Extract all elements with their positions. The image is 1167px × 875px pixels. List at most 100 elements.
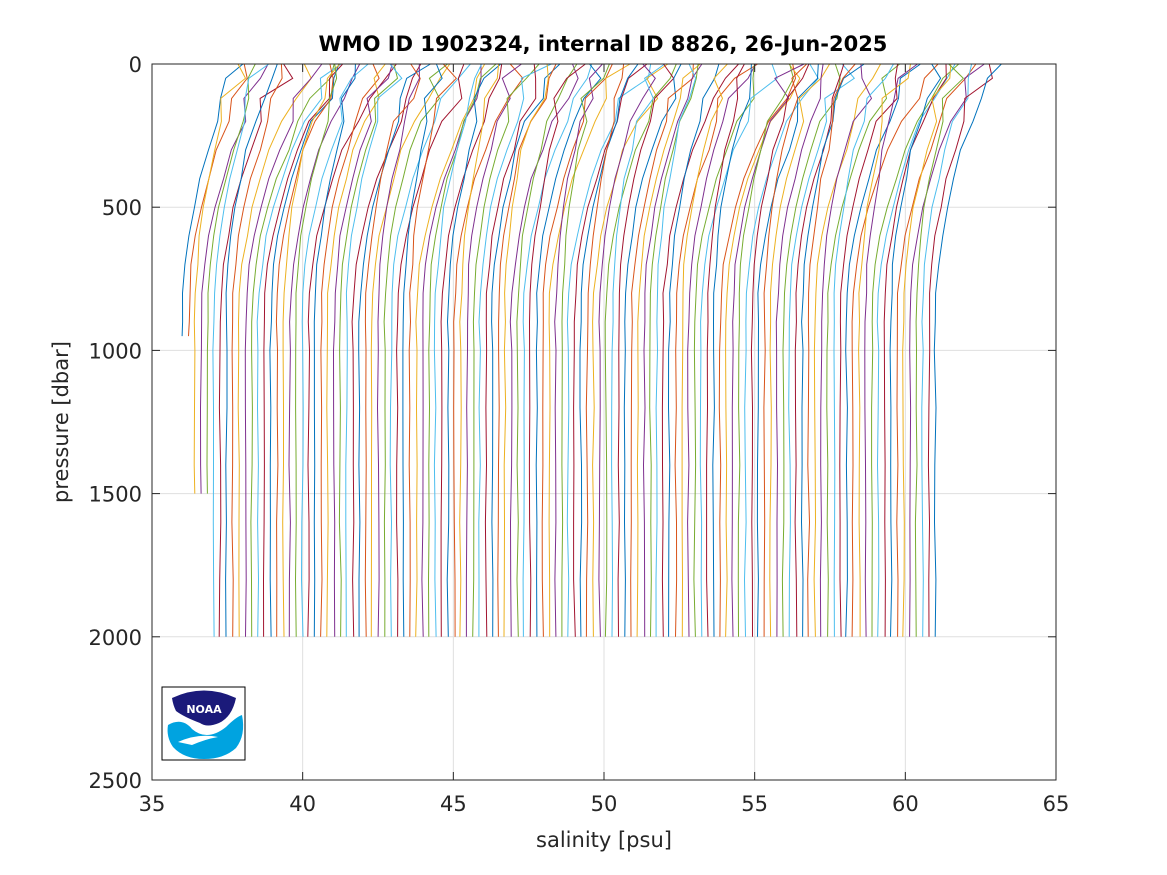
profile-line-100 xyxy=(807,63,856,637)
profile-line-13 xyxy=(256,63,342,637)
profile-line-10 xyxy=(237,63,312,637)
profile-line-12 xyxy=(250,63,335,637)
profile-line-31 xyxy=(370,63,451,637)
profile-line-72 xyxy=(630,63,694,637)
profile-line-61 xyxy=(561,63,610,637)
profile-line-29 xyxy=(358,63,431,637)
y-tick-label: 1000 xyxy=(89,339,142,363)
profile-line-9 xyxy=(231,63,283,637)
profile-line-30 xyxy=(364,63,421,637)
profile-line-14 xyxy=(262,63,344,637)
profile-line-85 xyxy=(712,63,752,637)
profile-line-111 xyxy=(876,63,956,637)
profile-line-112 xyxy=(883,63,947,637)
profile-line-43 xyxy=(446,63,502,637)
profile-line-18 xyxy=(288,63,361,637)
profile-line-26 xyxy=(338,63,399,637)
profile-line-120 xyxy=(933,63,1002,637)
profile-line-5 xyxy=(206,63,256,494)
profile-line-59 xyxy=(548,63,631,637)
profile-line-75 xyxy=(649,63,699,637)
profile-line-78 xyxy=(667,63,720,637)
profile-line-71 xyxy=(623,63,682,637)
profile-line-95 xyxy=(775,63,824,637)
profile-line-1 xyxy=(181,63,244,337)
profile-line-19 xyxy=(294,63,338,637)
noaa-logo-text: NOAA xyxy=(186,703,222,716)
profile-line-77 xyxy=(661,63,739,637)
profile-line-80 xyxy=(681,63,728,637)
profile-line-103 xyxy=(826,63,901,637)
profile-line-97 xyxy=(788,63,856,637)
y-tick-label: 1500 xyxy=(89,483,142,507)
profile-line-82 xyxy=(693,63,755,637)
profile-line-106 xyxy=(845,63,921,637)
profile-line-104 xyxy=(833,63,894,637)
x-tick-label: 60 xyxy=(892,792,919,816)
profile-line-65 xyxy=(585,63,625,637)
profile-line-88 xyxy=(731,63,805,637)
y-tick-label: 500 xyxy=(102,196,142,220)
profile-line-83 xyxy=(699,63,778,637)
profile-line-3 xyxy=(193,63,247,494)
profile-line-110 xyxy=(871,63,960,637)
profile-line-38 xyxy=(415,63,486,637)
profile-line-35 xyxy=(396,63,465,637)
noaa-logo: NOAA xyxy=(161,686,246,761)
profile-line-20 xyxy=(300,63,369,637)
profile-line-66 xyxy=(592,63,669,637)
profile-line-67 xyxy=(598,63,656,637)
profile-line-105 xyxy=(839,63,899,637)
profile-line-89 xyxy=(737,63,794,637)
profile-line-92 xyxy=(756,63,819,637)
profile-line-113 xyxy=(889,63,942,637)
y-tick-label: 2000 xyxy=(89,626,142,650)
profile-line-87 xyxy=(725,63,801,637)
profile-line-52 xyxy=(503,63,549,637)
profile-line-47 xyxy=(472,63,540,637)
profile-line-63 xyxy=(573,63,648,637)
profile-line-70 xyxy=(617,63,675,637)
chart-title: WMO ID 1902324, internal ID 8826, 26-Jun… xyxy=(319,32,888,56)
profile-line-15 xyxy=(269,63,340,637)
profile-line-114 xyxy=(896,63,977,637)
profile-line-57 xyxy=(535,63,602,637)
profile-line-56 xyxy=(528,63,586,637)
profile-line-41 xyxy=(433,63,483,637)
profile-line-86 xyxy=(718,63,797,637)
profile-line-107 xyxy=(851,63,939,637)
profile-line-28 xyxy=(351,63,422,637)
profile-line-53 xyxy=(509,63,579,637)
profile-line-94 xyxy=(769,63,831,637)
profile-line-51 xyxy=(497,63,557,637)
profile-line-81 xyxy=(687,63,757,637)
profile-line-11 xyxy=(244,63,323,637)
profile-line-73 xyxy=(636,63,701,637)
x-tick-label: 50 xyxy=(591,792,618,816)
profile-line-17 xyxy=(282,63,340,637)
noaa-logo-wave xyxy=(178,735,218,745)
x-tick-label: 45 xyxy=(440,792,467,816)
profile-line-109 xyxy=(864,63,918,637)
profile-line-93 xyxy=(763,63,808,637)
profile-line-64 xyxy=(579,63,639,637)
profile-line-98 xyxy=(794,63,845,637)
profile-line-119 xyxy=(927,63,993,637)
profile-line-44 xyxy=(453,63,524,637)
profile-line-21 xyxy=(307,63,397,637)
profile-line-45 xyxy=(459,63,500,637)
profile-line-39 xyxy=(421,63,482,637)
profile-line-102 xyxy=(819,63,873,637)
profile-line-40 xyxy=(427,63,497,637)
profile-line-76 xyxy=(655,63,697,637)
x-axis-title: salinity [psu] xyxy=(536,828,672,852)
x-tick-label: 65 xyxy=(1043,792,1070,816)
profile-line-7 xyxy=(218,63,294,637)
profile-line-6 xyxy=(212,63,270,637)
profile-line-115 xyxy=(902,63,952,637)
x-tick-label: 55 xyxy=(741,792,768,816)
profile-line-99 xyxy=(800,63,865,637)
profile-line-36 xyxy=(402,63,443,637)
profile-line-49 xyxy=(484,63,537,637)
profile-line-34 xyxy=(389,63,471,637)
